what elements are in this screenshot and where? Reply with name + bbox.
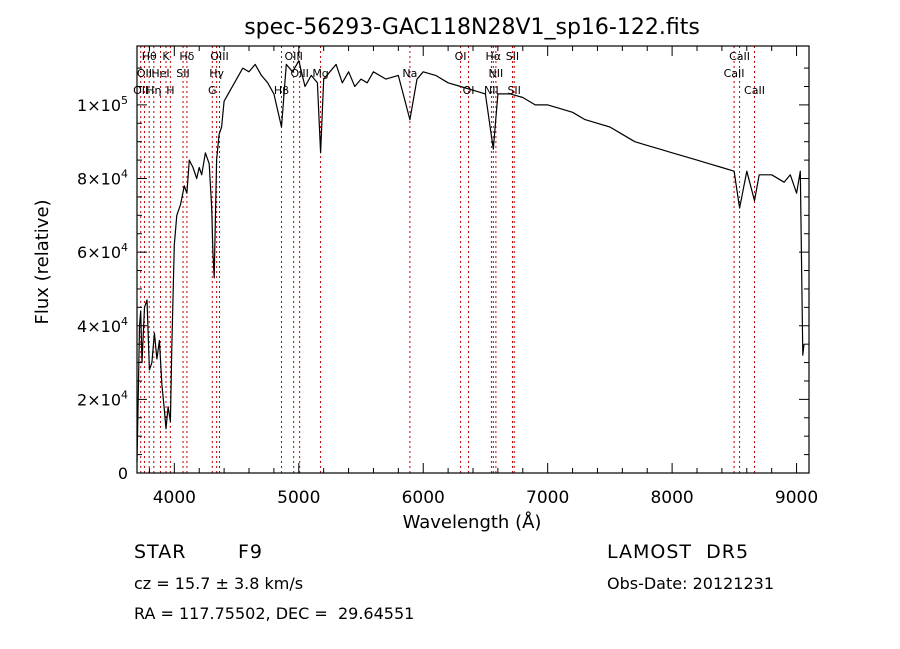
marker-label: Hγ [209, 67, 224, 80]
marker-label: SII [176, 67, 189, 80]
plot-frame [136, 45, 810, 474]
marker-label: H [166, 84, 174, 97]
survey-label: LAMOST DR5 [607, 541, 750, 563]
marker-label: Hη [146, 84, 161, 97]
x-tick-label: 6000 [402, 488, 445, 508]
y-tick-label: 6×104 [77, 241, 128, 262]
y-tick-base: 1×10 [77, 96, 121, 115]
marker-label: OIII [290, 67, 308, 80]
y-tick-exponent: 4 [121, 168, 128, 181]
coordinates: RA = 117.75502, DEC = 29.64551 [134, 604, 415, 623]
marker-label: CaII [729, 50, 750, 63]
marker-label: OI [463, 84, 475, 97]
obs-date: Obs-Date: 20121231 [607, 574, 775, 593]
y-tick-label: 0 [118, 464, 128, 483]
marker-label: Na [402, 67, 417, 80]
y-tick-exponent: 4 [121, 241, 128, 254]
spectrum-line [136, 60, 805, 463]
marker-label: Hθ [142, 50, 157, 63]
y-tick-label: 2×104 [77, 388, 128, 409]
y-tick-label: 4×104 [77, 315, 128, 336]
x-tick-label: 7000 [526, 488, 569, 508]
marker-label: Mg [312, 67, 328, 80]
marker-label: Hβ [274, 84, 289, 97]
marker-label: NII [484, 84, 499, 97]
y-tick-base: 2×10 [77, 390, 121, 409]
x-tick-label: 4000 [153, 488, 196, 508]
y-tick-base: 4×10 [77, 317, 121, 336]
marker-label: CaII [744, 84, 765, 97]
x-tick-label: 9000 [775, 488, 818, 508]
marker-label: OII [137, 67, 152, 80]
spectrum-chart: spec-56293-GAC118N28V1_sp16-122.fits OII… [32, 15, 818, 533]
marker-label: HeI [151, 67, 169, 80]
chart-title: spec-56293-GAC118N28V1_sp16-122.fits [244, 15, 700, 40]
y-tick-exponent: 5 [121, 94, 128, 107]
marker-label: SII [506, 50, 519, 63]
y-tick-base: 0 [118, 464, 128, 483]
marker-label: OIII [210, 50, 228, 63]
x-axis-label: Wavelength (Å) [403, 511, 542, 533]
x-tick-label: 8000 [650, 488, 693, 508]
redshift-value: cz = 15.7 ± 3.8 km/s [134, 574, 304, 593]
marker-label: K [162, 50, 170, 63]
y-tick-label: 1×105 [77, 94, 128, 115]
marker-label: CaII [724, 67, 745, 80]
y-tick-base: 8×10 [77, 170, 121, 189]
subclass: F9 [238, 541, 264, 563]
marker-label: OI [455, 50, 467, 63]
marker-label: NII [489, 67, 504, 80]
x-tick-label: 5000 [277, 488, 320, 508]
marker-lines [140, 46, 755, 473]
marker-label: G [208, 84, 217, 97]
y-tick-label: 8×104 [77, 168, 128, 189]
y-tick-exponent: 4 [121, 388, 128, 401]
marker-label: Hα [486, 50, 502, 63]
marker-label: Hδ [179, 50, 194, 63]
object-class: STAR [134, 541, 187, 563]
y-axis-label: Flux (relative) [32, 199, 53, 324]
marker-label: OIII [284, 50, 302, 63]
y-tick-base: 6×10 [77, 243, 121, 262]
x-axis: 4000 5000 6000 7000 8000 9000 [148, 46, 818, 508]
y-tick-exponent: 4 [121, 315, 128, 328]
